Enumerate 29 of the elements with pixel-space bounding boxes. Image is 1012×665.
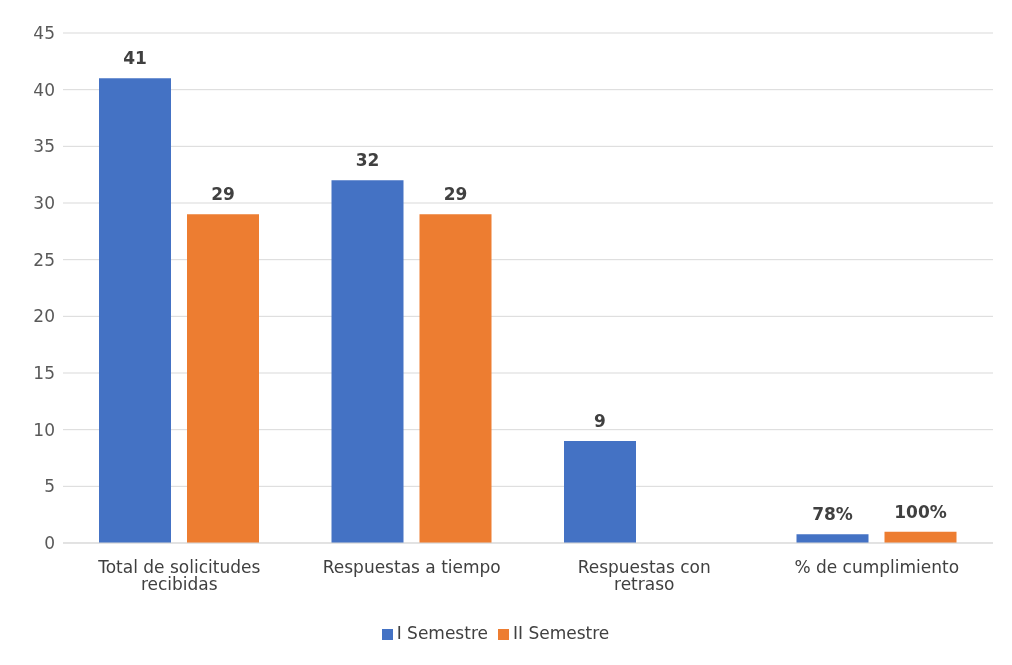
y-tick-label: 15 — [33, 363, 55, 384]
y-tick-label: 20 — [33, 306, 55, 327]
data-label: 9 — [594, 411, 606, 431]
bar — [419, 214, 492, 543]
data-label: 78% — [812, 504, 853, 525]
y-tick-label: 35 — [33, 136, 55, 157]
bar — [99, 78, 171, 543]
y-tick-label: 40 — [33, 79, 55, 100]
x-tick-label: % de cumplimiento — [794, 557, 960, 578]
data-label: 41 — [123, 48, 147, 69]
data-label: 32 — [355, 150, 380, 171]
bar — [187, 214, 259, 543]
x-tick-label: Respuestas a tiempo — [322, 557, 501, 578]
data-label: 29 — [211, 184, 235, 205]
data-label: 29 — [443, 184, 468, 205]
x-tick-label: Total de solicitudes recibidas — [97, 557, 261, 595]
y-tick-label: 45 — [33, 23, 55, 44]
x-tick-label: Respuestas con retraso — [577, 557, 711, 595]
bar — [564, 441, 636, 543]
y-tick-label: 25 — [33, 249, 55, 270]
bar — [796, 534, 869, 543]
legend-label: II Semestre — [512, 623, 610, 643]
legend-label: I Semestre — [396, 623, 488, 643]
data-label: 100% — [894, 501, 947, 522]
y-tick-label: 5 — [44, 476, 55, 497]
y-tick-label: 10 — [33, 419, 55, 440]
y-tick-label: 0 — [44, 533, 55, 554]
bar — [331, 180, 404, 543]
y-tick-label: 30 — [33, 193, 55, 214]
